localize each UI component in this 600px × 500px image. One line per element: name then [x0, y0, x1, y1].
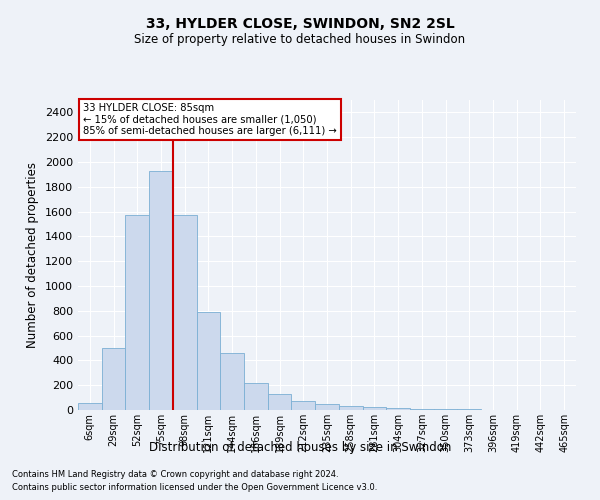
Bar: [149, 170, 173, 410]
Bar: [102, 348, 125, 410]
Text: Size of property relative to detached houses in Swindon: Size of property relative to detached ho…: [134, 32, 466, 46]
Text: Contains HM Land Registry data © Crown copyright and database right 2024.: Contains HM Land Registry data © Crown c…: [12, 470, 338, 479]
Y-axis label: Number of detached properties: Number of detached properties: [26, 162, 40, 348]
Bar: [434, 409, 457, 410]
Bar: [315, 404, 339, 410]
Bar: [268, 394, 292, 410]
Bar: [197, 312, 220, 410]
Text: Contains public sector information licensed under the Open Government Licence v3: Contains public sector information licen…: [12, 484, 377, 492]
Bar: [339, 406, 362, 410]
Bar: [386, 408, 410, 410]
Text: Distribution of detached houses by size in Swindon: Distribution of detached houses by size …: [149, 441, 451, 454]
Bar: [173, 216, 197, 410]
Bar: [410, 408, 434, 410]
Text: 33, HYLDER CLOSE, SWINDON, SN2 2SL: 33, HYLDER CLOSE, SWINDON, SN2 2SL: [146, 18, 454, 32]
Bar: [292, 402, 315, 410]
Bar: [220, 353, 244, 410]
Bar: [78, 402, 102, 410]
Bar: [362, 406, 386, 410]
Bar: [244, 382, 268, 410]
Bar: [125, 216, 149, 410]
Text: 33 HYLDER CLOSE: 85sqm
← 15% of detached houses are smaller (1,050)
85% of semi-: 33 HYLDER CLOSE: 85sqm ← 15% of detached…: [83, 103, 337, 136]
